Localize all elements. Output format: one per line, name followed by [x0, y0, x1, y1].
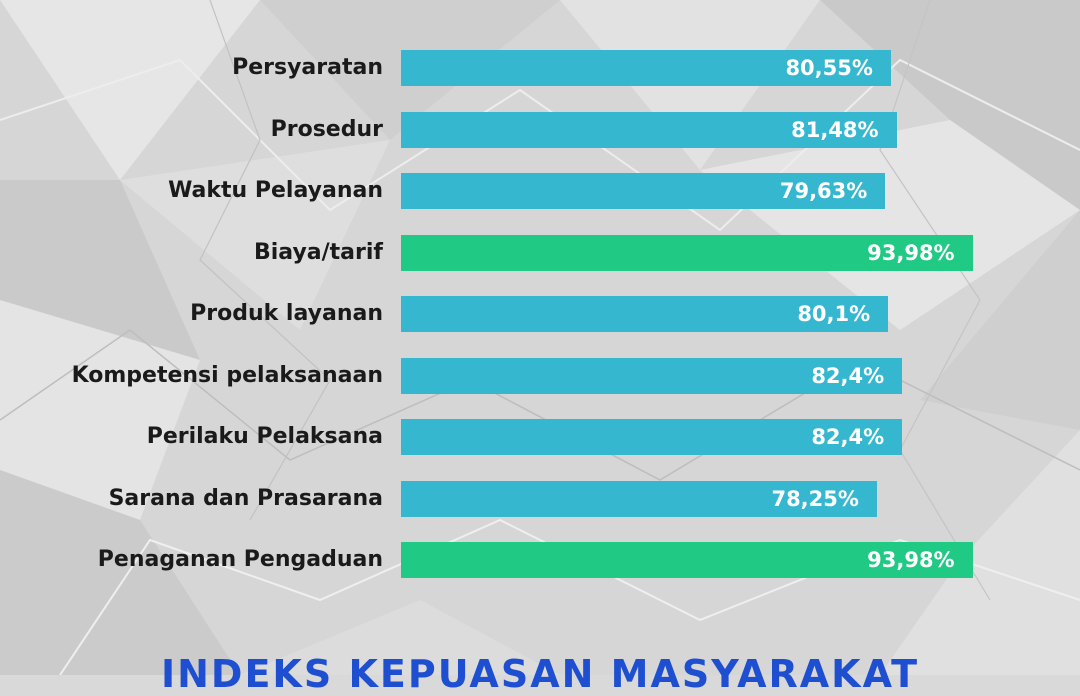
bar — [401, 173, 886, 209]
value-label: 82,4% — [811, 425, 885, 449]
category-label: Penaganan Pengaduan — [97, 547, 383, 572]
value-label: 78,25% — [771, 487, 859, 511]
category-label: Produk layanan — [190, 301, 383, 326]
bar-row: Perilaku Pelaksana 82,4% — [0, 419, 1080, 455]
value-label: 79,63% — [779, 179, 868, 203]
bar — [401, 358, 903, 394]
bar — [401, 296, 889, 332]
category-label: Kompetensi pelaksanaan — [71, 363, 383, 388]
bar — [401, 235, 973, 271]
bar-row: Produk layanan 80,1% — [0, 296, 1080, 332]
value-label: 80,1% — [797, 302, 871, 326]
chart-title: INDEKS KEPUASAN MASYARAKAT — [160, 652, 920, 696]
bar-chart: Persyaratan 80,55% Prosedur 81,48% Waktu Pel… — [0, 50, 1080, 578]
category-label: Perilaku Pelaksana — [146, 424, 383, 449]
value-label: 93,98% — [867, 548, 955, 572]
value-label: 80,55% — [785, 56, 873, 80]
category-label: Sarana dan Prasarana — [108, 486, 383, 511]
bar-row: Kompetensi pelaksanaan 82,4% — [0, 358, 1080, 394]
value-label: 82,4% — [811, 364, 885, 388]
category-label: Prosedur — [270, 117, 383, 142]
bar — [401, 542, 973, 578]
bar — [401, 419, 903, 455]
bar-row: Biaya/tarif 93,98% — [0, 235, 1080, 271]
category-label: Biaya/tarif — [253, 240, 383, 265]
bar — [401, 50, 891, 86]
bar-row: Prosedur 81,48% — [0, 112, 1080, 148]
bar — [401, 112, 897, 148]
category-label: Persyaratan — [232, 55, 383, 80]
category-label: Waktu Pelayanan — [168, 178, 383, 203]
bar-row: Penaganan Pengaduan 93,98% — [0, 542, 1080, 578]
bar-row: Persyaratan 80,55% — [0, 50, 1080, 86]
value-label: 93,98% — [867, 241, 955, 265]
bar-row: Waktu Pelayanan 79,63% — [0, 173, 1080, 209]
bar — [401, 481, 877, 517]
bar-row: Sarana dan Prasarana 78,25% — [0, 481, 1080, 517]
value-label: 81,48% — [791, 118, 879, 142]
